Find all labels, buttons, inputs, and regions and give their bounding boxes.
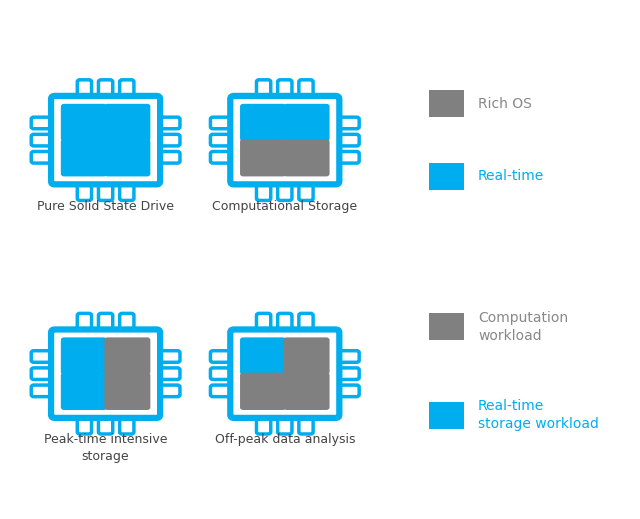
Text: Real-time
storage workload: Real-time storage workload <box>478 399 599 431</box>
FancyBboxPatch shape <box>159 351 180 362</box>
Text: Real-time: Real-time <box>478 170 545 183</box>
FancyBboxPatch shape <box>31 117 52 129</box>
FancyBboxPatch shape <box>230 96 339 184</box>
Text: Computation
workload: Computation workload <box>478 311 568 343</box>
FancyBboxPatch shape <box>339 152 359 163</box>
FancyBboxPatch shape <box>299 313 313 330</box>
FancyBboxPatch shape <box>278 80 292 97</box>
FancyBboxPatch shape <box>211 117 231 129</box>
FancyBboxPatch shape <box>240 373 286 410</box>
FancyBboxPatch shape <box>61 373 107 410</box>
FancyBboxPatch shape <box>230 330 339 418</box>
FancyBboxPatch shape <box>240 139 286 176</box>
FancyBboxPatch shape <box>51 96 160 184</box>
Text: Computational Storage: Computational Storage <box>212 200 357 213</box>
Text: Peak-time intensive
storage: Peak-time intensive storage <box>44 433 167 463</box>
FancyBboxPatch shape <box>257 80 271 97</box>
FancyBboxPatch shape <box>120 313 134 330</box>
FancyBboxPatch shape <box>211 385 231 397</box>
FancyBboxPatch shape <box>339 385 359 397</box>
FancyBboxPatch shape <box>211 152 231 163</box>
FancyBboxPatch shape <box>104 337 150 375</box>
FancyBboxPatch shape <box>120 184 134 200</box>
FancyBboxPatch shape <box>278 417 292 434</box>
FancyBboxPatch shape <box>77 184 92 200</box>
FancyBboxPatch shape <box>284 139 330 176</box>
FancyBboxPatch shape <box>31 385 52 397</box>
FancyBboxPatch shape <box>284 104 330 141</box>
FancyBboxPatch shape <box>284 337 330 375</box>
Bar <box>429 90 464 117</box>
FancyBboxPatch shape <box>51 330 160 418</box>
FancyBboxPatch shape <box>278 313 292 330</box>
FancyBboxPatch shape <box>299 184 313 200</box>
FancyBboxPatch shape <box>31 134 52 146</box>
FancyBboxPatch shape <box>240 104 286 141</box>
FancyBboxPatch shape <box>120 417 134 434</box>
Text: Rich OS: Rich OS <box>478 97 532 111</box>
FancyBboxPatch shape <box>299 417 313 434</box>
FancyBboxPatch shape <box>299 80 313 97</box>
FancyBboxPatch shape <box>211 351 231 362</box>
FancyBboxPatch shape <box>284 373 330 410</box>
FancyBboxPatch shape <box>61 337 107 375</box>
FancyBboxPatch shape <box>104 139 150 176</box>
FancyBboxPatch shape <box>257 417 271 434</box>
FancyBboxPatch shape <box>104 373 150 410</box>
FancyBboxPatch shape <box>99 417 113 434</box>
FancyBboxPatch shape <box>240 337 286 375</box>
FancyBboxPatch shape <box>339 117 359 129</box>
FancyBboxPatch shape <box>31 368 52 379</box>
FancyBboxPatch shape <box>339 368 359 379</box>
FancyBboxPatch shape <box>77 80 92 97</box>
FancyBboxPatch shape <box>211 368 231 379</box>
FancyBboxPatch shape <box>120 80 134 97</box>
FancyBboxPatch shape <box>278 184 292 200</box>
FancyBboxPatch shape <box>257 313 271 330</box>
FancyBboxPatch shape <box>104 104 150 141</box>
FancyBboxPatch shape <box>257 184 271 200</box>
FancyBboxPatch shape <box>99 184 113 200</box>
FancyBboxPatch shape <box>159 117 180 129</box>
FancyBboxPatch shape <box>159 134 180 146</box>
Bar <box>429 163 464 190</box>
FancyBboxPatch shape <box>31 351 52 362</box>
FancyBboxPatch shape <box>339 351 359 362</box>
FancyBboxPatch shape <box>159 152 180 163</box>
Bar <box>429 313 464 340</box>
Text: Off-peak data analysis: Off-peak data analysis <box>214 433 355 446</box>
Text: Pure Solid State Drive: Pure Solid State Drive <box>37 200 174 213</box>
FancyBboxPatch shape <box>159 385 180 397</box>
FancyBboxPatch shape <box>77 417 92 434</box>
FancyBboxPatch shape <box>77 313 92 330</box>
FancyBboxPatch shape <box>159 368 180 379</box>
FancyBboxPatch shape <box>339 134 359 146</box>
FancyBboxPatch shape <box>31 152 52 163</box>
Bar <box>429 402 464 429</box>
FancyBboxPatch shape <box>61 139 107 176</box>
FancyBboxPatch shape <box>211 134 231 146</box>
FancyBboxPatch shape <box>99 80 113 97</box>
FancyBboxPatch shape <box>99 313 113 330</box>
FancyBboxPatch shape <box>61 104 107 141</box>
